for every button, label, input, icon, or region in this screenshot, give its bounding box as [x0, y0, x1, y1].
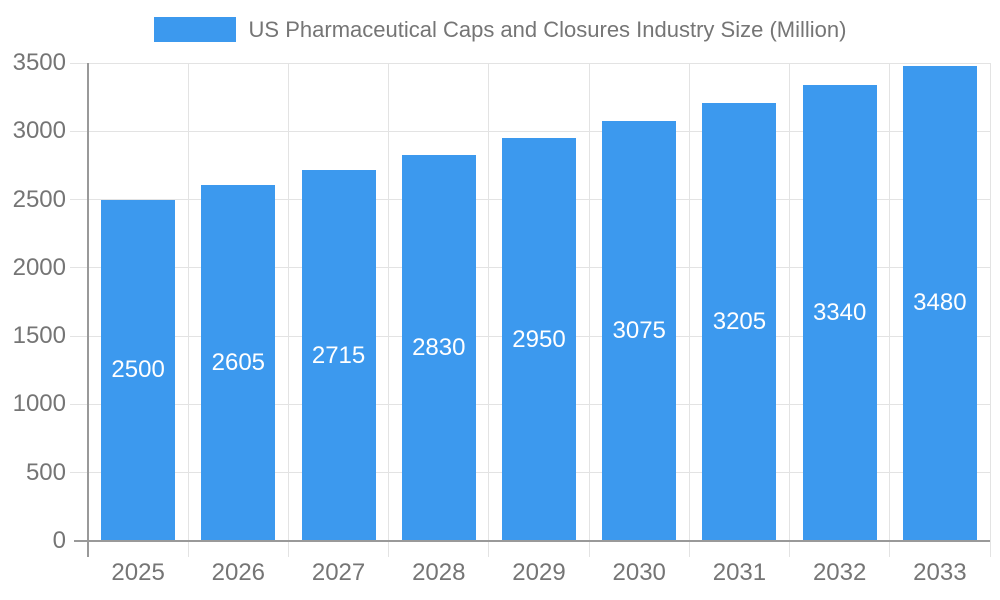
y-tick-label: 0 [52, 527, 66, 554]
legend-swatch [153, 17, 236, 42]
bar-value-label: 2950 [512, 325, 566, 353]
bar-value-label: 3075 [612, 317, 666, 345]
y-tick-label: 1000 [12, 390, 66, 418]
bar-value-label: 2500 [111, 356, 165, 384]
plot-area: 0 500 1000 1500 2000 2500 3000 3500 2500 2025 2605… [13, 49, 991, 586]
x-axis-baseline [74, 540, 990, 542]
v-gridline [989, 63, 991, 557]
y-axis-line [87, 63, 89, 557]
x-tick-label: 2033 [913, 559, 967, 586]
legend-label: US Pharmaceutical Caps and Closures Indu… [248, 17, 847, 42]
legend[interactable]: US Pharmaceutical Caps and Closures Indu… [0, 17, 1000, 42]
bar[interactable]: 2950 [502, 138, 576, 541]
v-gridline [588, 63, 590, 557]
y-tick-label: 2500 [12, 185, 66, 213]
bar-value-label: 3340 [812, 298, 867, 326]
x-tick-label: 2026 [211, 559, 266, 586]
x-tick-label: 2029 [512, 559, 566, 586]
bar[interactable]: 2830 [401, 154, 476, 541]
bar-value-label: 3480 [913, 289, 967, 317]
y-gridline [70, 130, 990, 132]
v-gridline [688, 63, 690, 557]
bar[interactable]: 2500 [101, 199, 176, 541]
bar[interactable]: 3205 [702, 103, 777, 541]
v-gridline [388, 63, 390, 557]
bar[interactable]: 2715 [301, 170, 376, 541]
bar[interactable]: 3480 [902, 65, 977, 541]
bar[interactable]: 2605 [201, 185, 276, 541]
bar-value-label: 3205 [712, 308, 767, 336]
bar-value-label: 2830 [412, 333, 466, 361]
bar[interactable]: 3340 [802, 84, 877, 541]
x-tick-label: 2025 [111, 559, 165, 586]
y-tick-label: 1500 [12, 322, 66, 350]
x-tick-label: 2028 [412, 559, 466, 586]
v-gridline [287, 63, 289, 557]
x-tick-label: 2031 [712, 559, 767, 586]
y-tick-label: 2000 [12, 253, 66, 281]
bar-value-label: 2605 [211, 349, 266, 377]
y-tick-label: 3000 [12, 117, 66, 145]
v-gridline [187, 63, 189, 557]
x-tick-label: 2032 [812, 559, 867, 586]
x-tick-label: 2030 [612, 559, 666, 586]
v-gridline [488, 63, 490, 557]
y-gridline [70, 62, 990, 64]
y-tick-label: 3500 [12, 49, 66, 76]
bar[interactable]: 3075 [602, 121, 677, 541]
bar-value-label: 2715 [311, 341, 366, 369]
x-tick-label: 2027 [311, 559, 366, 586]
v-gridline [789, 63, 791, 557]
y-tick-label: 500 [25, 458, 66, 486]
v-gridline [889, 63, 891, 557]
